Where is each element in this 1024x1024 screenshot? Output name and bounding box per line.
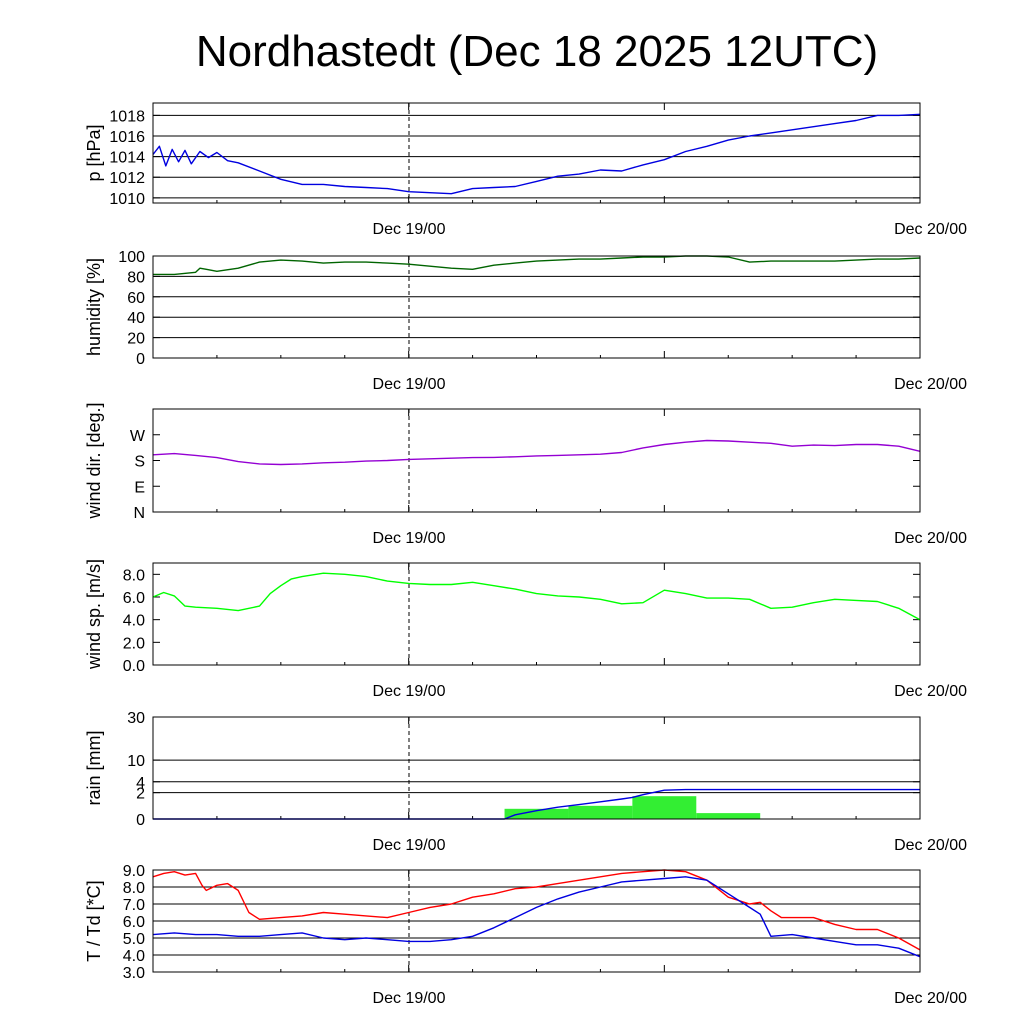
x-tick-label: Dec 20/00 — [894, 683, 967, 700]
x-tick-label: Dec 19/00 — [373, 837, 446, 854]
y-tick-label: 20 — [127, 331, 145, 348]
y-tick-label: 0.0 — [123, 658, 145, 675]
y-tick-label: 10 — [127, 753, 145, 770]
y-tick-label: 8.0 — [123, 567, 145, 584]
x-tick-label: Dec 19/00 — [373, 683, 446, 700]
y-axis-label: wind sp. [m/s] — [84, 559, 104, 670]
y-tick-label: 40 — [127, 310, 145, 327]
x-tick-label: Dec 20/00 — [894, 221, 967, 238]
y-tick-label: 1016 — [109, 129, 145, 146]
y-axis-label: rain [mm] — [84, 730, 104, 805]
y-tick-label: S — [134, 454, 145, 471]
panel-wind_speed: 0.0 2.0 4.0 6.0 8.0 Dec 19/00 Dec 20/00 wind sp… — [84, 559, 967, 700]
y-tick-label: 100 — [118, 249, 145, 266]
series-line-rh — [153, 255, 921, 276]
x-tick-label: Dec 20/00 — [894, 530, 967, 547]
series-line-Td — [152, 876, 921, 958]
plot-frame — [152, 255, 921, 359]
y-tick-label: 30 — [127, 710, 145, 727]
y-tick-label: 3.0 — [123, 965, 145, 982]
y-tick-label: W — [130, 428, 146, 445]
plot-frame — [152, 408, 921, 513]
series-line-rain_cumulative — [153, 788, 920, 820]
x-tick-label: Dec 19/00 — [373, 221, 446, 238]
plot-frame — [152, 716, 921, 820]
x-tick-label: Dec 19/00 — [373, 376, 446, 393]
series-line-ff — [152, 572, 921, 621]
y-tick-label: 6.0 — [123, 914, 145, 931]
y-tick-label: 4 — [136, 775, 145, 792]
y-tick-label: 1014 — [109, 150, 145, 167]
panel-humidity: 0 20 40 60 80 100 Dec 19/00 Dec 20/00 humidity [… — [84, 249, 967, 393]
panel-temperature: 3.04.05.06.07.08.09.0 Dec 19/00 Dec 20/00 T… — [84, 863, 967, 1007]
series-line-T — [152, 869, 921, 951]
plot-frame — [152, 562, 921, 666]
rain-bar — [568, 805, 633, 819]
rain-bar — [632, 796, 697, 819]
plot-frame — [152, 869, 921, 973]
x-tick-label: Dec 20/00 — [894, 376, 967, 393]
y-tick-label: 7.0 — [123, 897, 145, 914]
series-line-p — [152, 113, 921, 195]
rain-bar — [696, 813, 761, 819]
y-tick-label: 2.0 — [123, 635, 145, 652]
y-tick-label: 1018 — [109, 108, 145, 125]
rain-bar — [504, 808, 569, 819]
x-tick-label: Dec 20/00 — [894, 990, 967, 1007]
y-tick-label: 80 — [127, 269, 145, 286]
y-tick-label: N — [133, 505, 145, 522]
y-tick-label: 6.0 — [123, 590, 145, 607]
y-tick-label: 4.0 — [123, 948, 145, 965]
y-tick-label: 1012 — [109, 170, 145, 187]
y-axis-label: humidity [%] — [84, 258, 104, 356]
panel-pressure: 1010 1012 1014 1016 1018 Dec 19/00 Dec 20/00 p … — [84, 102, 967, 238]
y-axis-label: p [hPa] — [84, 124, 104, 181]
y-tick-label: 8.0 — [123, 880, 145, 897]
y-tick-label: 9.0 — [123, 863, 145, 880]
y-tick-label: 4.0 — [123, 613, 145, 630]
y-tick-label: 60 — [127, 290, 145, 307]
y-tick-label: E — [134, 479, 145, 496]
panel-rain: 0 24 10 30 Dec 19/00 Dec 20/00 rain [mm] — [84, 710, 967, 854]
x-tick-label: Dec 19/00 — [373, 990, 446, 1007]
y-tick-label: 5.0 — [123, 931, 145, 948]
y-tick-label: 1010 — [109, 191, 145, 208]
y-axis-label: wind dir. [deg.] — [84, 402, 104, 519]
y-tick-label: 0 — [136, 351, 145, 368]
y-tick-label: 0 — [136, 812, 145, 829]
y-tick-label: 2 — [136, 786, 145, 803]
series-line-dir — [152, 439, 921, 466]
plot-frame — [152, 102, 921, 204]
x-tick-label: Dec 19/00 — [373, 530, 446, 547]
chart-title: Nordhastedt (Dec 18 2025 12UTC) — [196, 27, 878, 76]
y-axis-label: T / Td [*C] — [84, 880, 104, 961]
x-tick-label: Dec 20/00 — [894, 837, 967, 854]
